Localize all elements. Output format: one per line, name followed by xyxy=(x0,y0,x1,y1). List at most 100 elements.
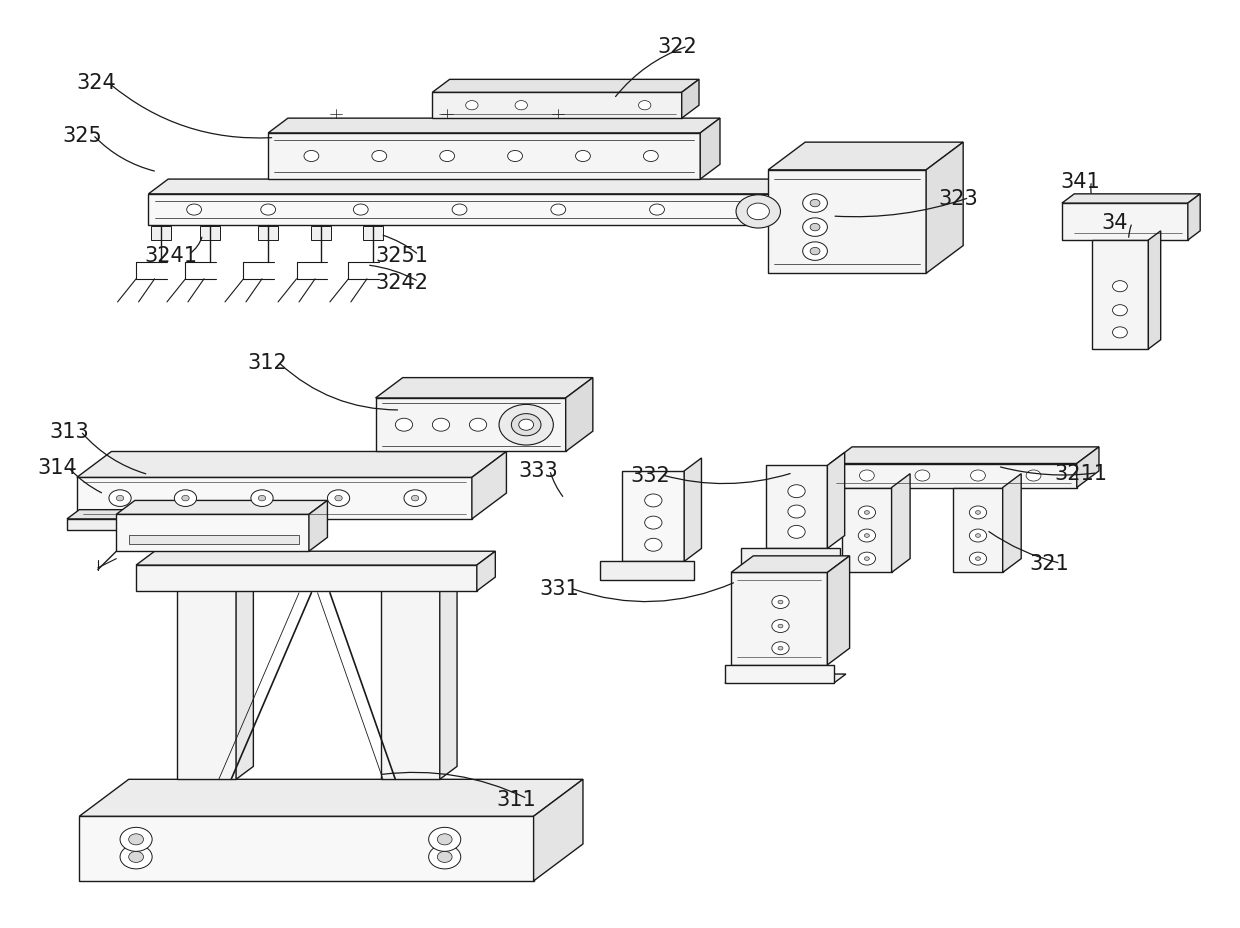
Circle shape xyxy=(120,828,153,851)
Circle shape xyxy=(771,596,789,609)
Bar xyxy=(363,227,383,240)
Bar xyxy=(151,227,171,240)
Circle shape xyxy=(645,495,662,508)
Polygon shape xyxy=(177,560,253,573)
Text: 322: 322 xyxy=(657,37,697,57)
Circle shape xyxy=(858,507,875,520)
Polygon shape xyxy=(768,171,926,274)
Text: 332: 332 xyxy=(630,465,670,485)
Circle shape xyxy=(117,496,124,501)
Circle shape xyxy=(970,530,987,542)
Polygon shape xyxy=(533,780,583,881)
Circle shape xyxy=(1112,281,1127,292)
Circle shape xyxy=(412,496,419,501)
Polygon shape xyxy=(830,447,1099,464)
Polygon shape xyxy=(472,452,506,520)
Circle shape xyxy=(109,490,131,507)
Circle shape xyxy=(970,552,987,565)
Polygon shape xyxy=(67,520,126,531)
Polygon shape xyxy=(236,560,253,780)
Circle shape xyxy=(429,845,461,869)
Circle shape xyxy=(438,851,453,862)
Circle shape xyxy=(470,419,486,432)
Circle shape xyxy=(260,205,275,216)
Text: 3242: 3242 xyxy=(376,272,429,292)
Text: 324: 324 xyxy=(77,73,117,93)
Circle shape xyxy=(250,490,273,507)
Circle shape xyxy=(971,470,986,482)
Circle shape xyxy=(864,511,869,515)
Polygon shape xyxy=(1003,474,1022,573)
Polygon shape xyxy=(725,675,846,684)
Polygon shape xyxy=(309,501,327,551)
Circle shape xyxy=(771,620,789,633)
Polygon shape xyxy=(892,474,910,573)
Circle shape xyxy=(258,496,265,501)
Text: 333: 333 xyxy=(518,460,558,481)
Circle shape xyxy=(372,151,387,162)
Text: 3211: 3211 xyxy=(1054,463,1107,483)
Circle shape xyxy=(1027,470,1040,482)
Bar xyxy=(201,227,219,240)
Polygon shape xyxy=(732,556,849,573)
Polygon shape xyxy=(684,458,702,561)
Circle shape xyxy=(551,205,565,216)
Circle shape xyxy=(787,485,805,498)
Circle shape xyxy=(129,834,144,845)
Polygon shape xyxy=(1148,232,1161,350)
Text: 311: 311 xyxy=(496,789,537,809)
Circle shape xyxy=(187,205,202,216)
Circle shape xyxy=(859,470,874,482)
Circle shape xyxy=(650,205,665,216)
Bar xyxy=(258,227,278,240)
Text: 341: 341 xyxy=(1060,172,1100,192)
Polygon shape xyxy=(117,515,309,551)
Polygon shape xyxy=(1188,195,1200,240)
Circle shape xyxy=(777,647,782,651)
Circle shape xyxy=(575,151,590,162)
Circle shape xyxy=(515,101,527,110)
Circle shape xyxy=(1112,328,1127,339)
Polygon shape xyxy=(600,561,694,580)
Polygon shape xyxy=(136,565,477,591)
Polygon shape xyxy=(842,488,892,573)
Circle shape xyxy=(802,242,827,261)
Polygon shape xyxy=(77,452,506,478)
Polygon shape xyxy=(830,464,1076,488)
Text: 312: 312 xyxy=(247,353,286,372)
Text: 314: 314 xyxy=(37,458,77,478)
Circle shape xyxy=(429,828,461,851)
Text: 331: 331 xyxy=(539,578,579,599)
Text: 3251: 3251 xyxy=(376,246,429,265)
Bar xyxy=(129,535,299,544)
Circle shape xyxy=(120,845,153,869)
Circle shape xyxy=(645,539,662,551)
Circle shape xyxy=(858,530,875,542)
Polygon shape xyxy=(1061,204,1188,240)
Circle shape xyxy=(915,470,930,482)
Polygon shape xyxy=(477,551,495,591)
Circle shape xyxy=(433,419,450,432)
Circle shape xyxy=(777,625,782,628)
Polygon shape xyxy=(701,119,720,180)
Circle shape xyxy=(810,225,820,232)
Polygon shape xyxy=(682,80,699,119)
Circle shape xyxy=(353,205,368,216)
Circle shape xyxy=(466,101,479,110)
Polygon shape xyxy=(440,560,458,780)
Circle shape xyxy=(976,557,981,561)
Text: 313: 313 xyxy=(50,421,89,442)
Polygon shape xyxy=(770,180,790,226)
Polygon shape xyxy=(67,510,139,520)
Polygon shape xyxy=(1061,195,1200,204)
Circle shape xyxy=(498,405,553,445)
Polygon shape xyxy=(827,556,849,665)
Circle shape xyxy=(864,557,869,561)
Text: 323: 323 xyxy=(939,188,978,208)
Circle shape xyxy=(396,419,413,432)
Circle shape xyxy=(1112,305,1127,316)
Circle shape xyxy=(511,414,541,436)
Polygon shape xyxy=(565,379,593,452)
Polygon shape xyxy=(725,665,833,684)
Circle shape xyxy=(787,506,805,519)
